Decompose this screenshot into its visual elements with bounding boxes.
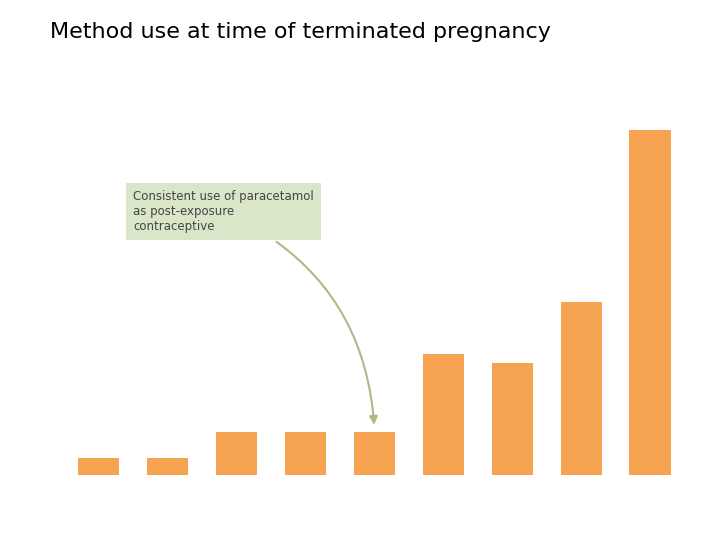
Text: LSE: LSE: [40, 501, 83, 519]
Bar: [492, 363, 533, 475]
Text: Consistent use of paracetamol
as post-exposure
contraceptive: Consistent use of paracetamol as post-ex…: [133, 190, 377, 423]
Bar: [285, 432, 326, 475]
Bar: [629, 130, 671, 475]
Bar: [354, 432, 395, 475]
Text: Method use at time of terminated pregnancy: Method use at time of terminated pregnan…: [50, 22, 552, 42]
Bar: [216, 432, 257, 475]
Bar: [561, 302, 602, 475]
Bar: [78, 458, 120, 475]
Bar: [423, 354, 464, 475]
Bar: [147, 458, 188, 475]
